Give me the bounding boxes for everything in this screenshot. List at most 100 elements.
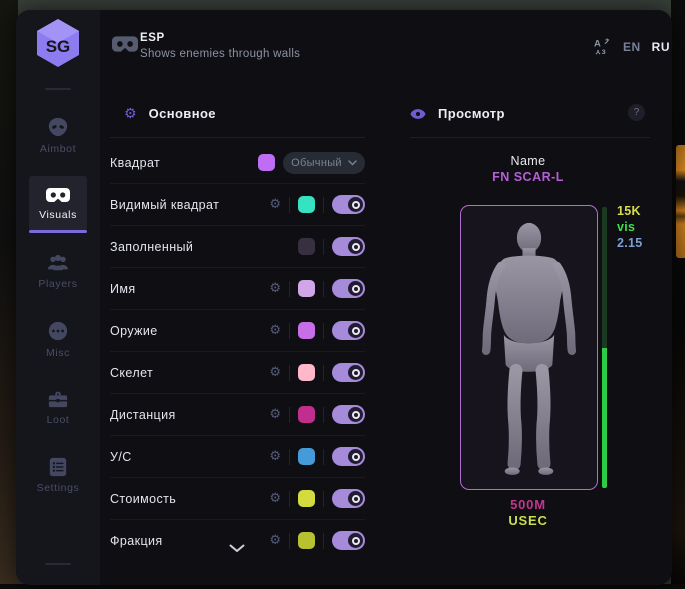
settings-row: Оружие ⚙: [110, 310, 365, 352]
toggle-switch[interactable]: [332, 321, 365, 340]
cheat-menu-window: SG Aimbot: [16, 10, 672, 585]
color-swatch[interactable]: [298, 490, 315, 507]
toggle-switch[interactable]: [332, 237, 365, 256]
settings-row: Скелет ⚙: [110, 352, 365, 394]
color-swatch[interactable]: [298, 448, 315, 465]
sidebar: SG Aimbot: [16, 10, 100, 585]
row-gear-icon[interactable]: ⚙: [269, 491, 281, 506]
sidebar-item-loot[interactable]: Loot: [29, 380, 87, 435]
esp-goggles-icon: [112, 36, 138, 52]
color-swatch[interactable]: [298, 364, 315, 381]
divider: [289, 448, 290, 465]
toggle-switch[interactable]: [332, 363, 365, 382]
preview-model-box: [460, 205, 598, 490]
page-subtitle: Shows enemies through walls: [140, 48, 301, 60]
chevron-down-icon: [348, 159, 357, 165]
section-title: Просмотр: [438, 106, 505, 121]
preview-weapon-name: FN SCAR-L: [492, 170, 564, 184]
language-option-en[interactable]: EN: [623, 40, 641, 54]
sidebar-item-settings[interactable]: Settings: [29, 448, 87, 503]
sidebar-item-label: Visuals: [39, 209, 77, 221]
preview-distance: 500M: [510, 497, 546, 512]
language-option-ru[interactable]: RU: [651, 40, 671, 54]
section-gear-icon: ⚙: [124, 105, 137, 122]
toggle-switch[interactable]: [332, 195, 365, 214]
toggle-knob: [348, 239, 363, 254]
settings-row: Квадрат Обычный: [110, 142, 365, 184]
chevron-down-icon[interactable]: [229, 544, 245, 553]
color-swatch[interactable]: [298, 196, 315, 213]
color-swatch[interactable]: [298, 406, 315, 423]
color-swatch[interactable]: [298, 322, 315, 339]
sidebar-item-players[interactable]: Players: [29, 244, 87, 299]
row-gear-icon[interactable]: ⚙: [269, 197, 281, 212]
ellipsis-icon: [48, 321, 68, 341]
divider: [323, 322, 324, 339]
toggle-knob: [348, 533, 363, 548]
sidebar-item-label: Aimbot: [39, 143, 77, 155]
settings-row: Видимый квадрат ⚙: [110, 184, 365, 226]
setting-label: Квадрат: [110, 155, 161, 170]
toggle-switch[interactable]: [332, 279, 365, 298]
toggle-knob: [348, 365, 363, 380]
toggle-switch[interactable]: [332, 489, 365, 508]
setting-label: Фракция: [110, 533, 163, 548]
setting-label: Оружие: [110, 323, 158, 338]
settings-row: Стоимость ⚙: [110, 478, 365, 520]
color-swatch[interactable]: [298, 238, 315, 255]
setting-label: Скелет: [110, 365, 154, 380]
divider: [289, 196, 290, 213]
setting-label: У/С: [110, 449, 132, 464]
svg-text:з: з: [602, 46, 606, 56]
health-bar: [602, 207, 607, 488]
toggle-knob: [348, 281, 363, 296]
divider: [289, 322, 290, 339]
main-section-header: ⚙ Основное: [124, 106, 216, 121]
setting-label: Заполненный: [110, 239, 194, 254]
row-gear-icon[interactable]: ⚙: [269, 365, 281, 380]
preview-section-divider: [410, 137, 650, 138]
preview-info-line: 15K: [617, 204, 641, 218]
settings-row: У/С ⚙: [110, 436, 365, 478]
divider: [323, 238, 324, 255]
settings-row: Фракция ⚙: [110, 520, 365, 561]
main-section-divider: [110, 137, 365, 138]
background-scene-left: [0, 0, 18, 589]
row-gear-icon[interactable]: ⚙: [269, 323, 281, 338]
help-button[interactable]: ?: [628, 104, 645, 121]
setting-label: Видимый квадрат: [110, 197, 220, 212]
settings-rows: Квадрат Обычный Видимый квадрат ⚙: [110, 142, 365, 561]
sidebar-divider-bottom: [45, 563, 71, 565]
row-gear-icon[interactable]: ⚙: [269, 533, 281, 548]
color-swatch[interactable]: [298, 280, 315, 297]
alien-icon: [48, 117, 68, 137]
player-model: [481, 222, 577, 475]
eye-icon: [410, 108, 426, 119]
toggle-switch[interactable]: [332, 531, 365, 550]
row-gear-icon[interactable]: ⚙: [269, 407, 281, 422]
style-dropdown[interactable]: Обычный: [283, 151, 365, 174]
background-crate: [676, 145, 685, 258]
players-icon: [48, 254, 68, 271]
color-swatch[interactable]: [258, 154, 275, 171]
translate-icon[interactable]: A з: [593, 38, 612, 56]
toggle-knob: [348, 449, 363, 464]
row-gear-icon[interactable]: ⚙: [269, 281, 281, 296]
goggles-icon: [46, 188, 70, 202]
sidebar-item-misc[interactable]: Misc: [29, 312, 87, 367]
sidebar-item-visuals[interactable]: Visuals: [29, 176, 87, 233]
sidebar-item-aimbot[interactable]: Aimbot: [29, 108, 87, 163]
color-swatch[interactable]: [298, 532, 315, 549]
sidebar-divider-top: [45, 88, 71, 90]
sidebar-item-label: Misc: [46, 347, 70, 359]
divider: [289, 406, 290, 423]
app-logo-icon: SG: [37, 19, 79, 67]
svg-text:SG: SG: [46, 37, 71, 56]
row-gear-icon[interactable]: ⚙: [269, 449, 281, 464]
language-switcher: A з EN RU: [593, 38, 670, 56]
section-title: Основное: [148, 106, 216, 121]
divider: [289, 364, 290, 381]
toggle-switch[interactable]: [332, 405, 365, 424]
toggle-switch[interactable]: [332, 447, 365, 466]
toggle-knob: [348, 407, 363, 422]
